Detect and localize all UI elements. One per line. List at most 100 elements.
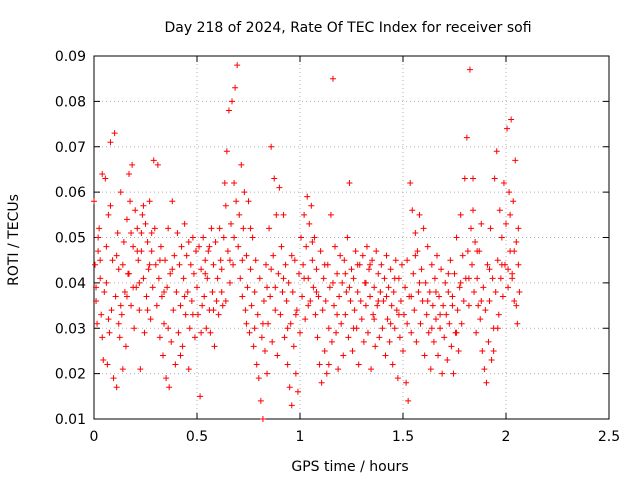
data-point: [384, 316, 391, 323]
data-point: [376, 334, 383, 341]
data-point: [378, 261, 385, 268]
data-point: [350, 325, 357, 332]
data-point: [346, 180, 353, 187]
data-point: [239, 257, 246, 264]
data-point: [504, 125, 511, 132]
data-point: [292, 370, 299, 377]
data-point: [494, 325, 501, 332]
data-point: [348, 266, 355, 273]
data-point: [315, 293, 322, 300]
data-point: [359, 252, 366, 259]
data-point: [457, 279, 464, 286]
data-point: [170, 307, 177, 314]
data-point: [494, 257, 501, 264]
data-point: [178, 243, 185, 250]
data-point: [165, 325, 172, 332]
data-point: [472, 239, 479, 246]
data-point: [144, 239, 151, 246]
data-point: [94, 320, 101, 327]
data-point: [314, 334, 321, 341]
data-point: [185, 239, 192, 246]
data-point: [491, 175, 498, 182]
data-point: [103, 279, 110, 286]
data-point: [428, 261, 435, 268]
data-point: [332, 243, 339, 250]
data-point: [151, 225, 158, 232]
data-point: [184, 288, 191, 295]
data-point: [212, 239, 219, 246]
data-point: [225, 107, 232, 114]
data-point: [214, 275, 221, 282]
data-point: [487, 225, 494, 232]
data-point: [117, 189, 124, 196]
data-point: [177, 352, 184, 359]
data-point: [185, 366, 192, 373]
data-point: [447, 257, 454, 264]
data-point: [388, 302, 395, 309]
data-point: [404, 320, 411, 327]
data-point: [313, 266, 320, 273]
data-point: [391, 325, 398, 332]
data-point: [183, 252, 190, 259]
data-point: [259, 416, 266, 422]
data-point: [391, 275, 398, 282]
data-point: [97, 257, 104, 264]
data-point: [227, 220, 234, 227]
data-point: [310, 284, 317, 291]
data-point: [223, 148, 230, 155]
data-point: [325, 325, 332, 332]
x-axis-label: GPS time / hours: [291, 459, 408, 475]
data-point: [279, 288, 286, 295]
data-point: [505, 284, 512, 291]
data-point: [309, 257, 316, 264]
data-point: [416, 279, 423, 286]
data-point: [266, 225, 273, 232]
data-point: [410, 270, 417, 277]
data-point: [500, 180, 507, 187]
data-point: [512, 157, 519, 164]
data-point: [470, 207, 477, 214]
data-point: [95, 234, 102, 241]
data-point: [258, 334, 265, 341]
data-point: [221, 180, 228, 187]
data-point: [431, 275, 438, 282]
data-point: [335, 366, 342, 373]
data-point: [148, 229, 155, 236]
data-point: [427, 366, 434, 373]
data-point: [145, 266, 152, 273]
data-point: [369, 257, 376, 264]
data-point: [342, 311, 349, 318]
data-point: [460, 298, 467, 305]
data-point: [428, 325, 435, 332]
data-point: [424, 298, 431, 305]
data-point: [189, 311, 196, 318]
data-point: [219, 302, 226, 309]
data-point: [98, 311, 105, 318]
data-point: [326, 284, 333, 291]
data-point: [451, 270, 458, 277]
data-point: [385, 284, 392, 291]
data-point: [123, 293, 130, 300]
y-tick-label: 0.04: [55, 276, 86, 292]
data-point: [455, 347, 462, 354]
chart-title: Day 218 of 2024, Rate Of TEC Index for r…: [164, 20, 531, 36]
data-point: [390, 288, 397, 295]
data-point: [198, 329, 205, 336]
data-point: [164, 284, 171, 291]
data-point: [497, 275, 504, 282]
data-point: [464, 248, 471, 255]
data-point: [352, 248, 359, 255]
data-point: [157, 243, 164, 250]
data-point: [366, 266, 373, 273]
data-point: [167, 270, 174, 277]
data-point: [231, 234, 238, 241]
data-point: [337, 252, 344, 259]
data-point: [241, 189, 248, 196]
data-point: [465, 275, 472, 282]
data-point: [303, 243, 310, 250]
data-point: [128, 229, 135, 236]
data-point: [249, 234, 256, 241]
data-point: [224, 248, 231, 255]
data-point: [218, 266, 225, 273]
data-point: [411, 307, 418, 314]
